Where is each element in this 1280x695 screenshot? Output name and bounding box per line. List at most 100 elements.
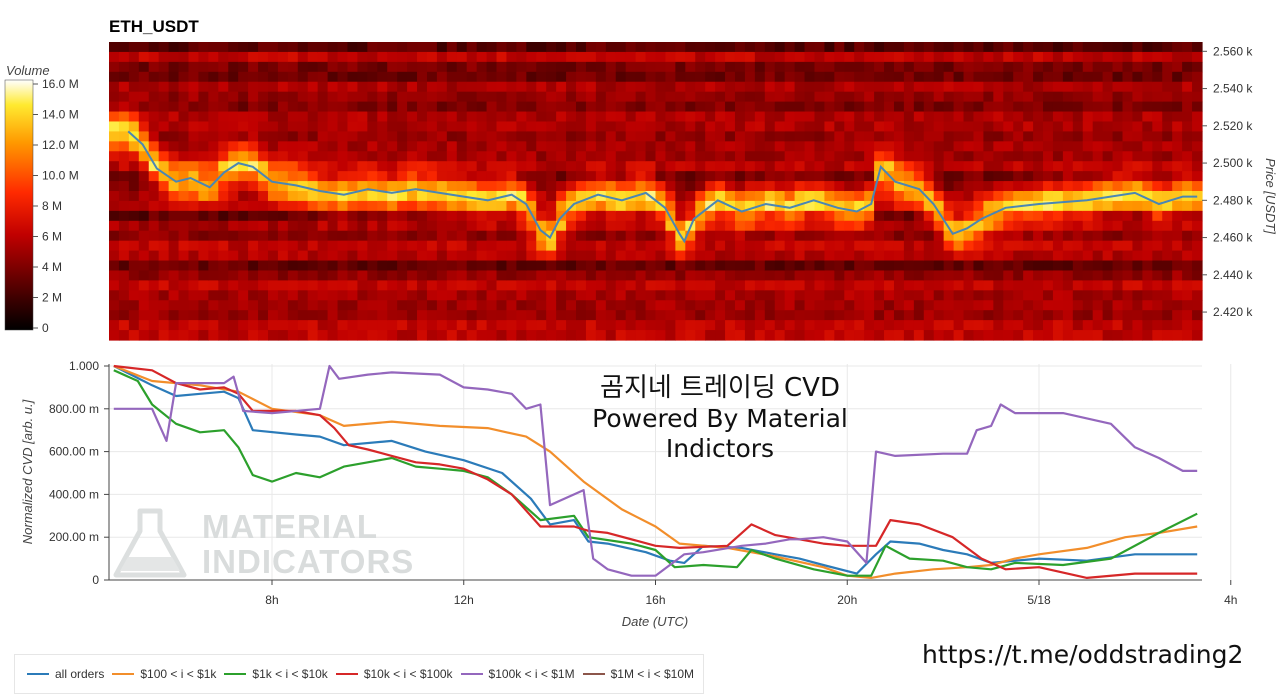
- heatmap-cell: [307, 171, 319, 182]
- heatmap-cell: [834, 320, 845, 331]
- heatmap-cell: [367, 290, 378, 301]
- heatmap-cell: [1092, 240, 1104, 252]
- heatmap-cell: [705, 101, 716, 113]
- heatmap-cell: [138, 151, 150, 162]
- heatmap-cell: [426, 280, 438, 291]
- heatmap-cell: [476, 280, 488, 291]
- heatmap-cell: [864, 131, 875, 142]
- heatmap-cell: [476, 230, 488, 242]
- legend-item[interactable]: all orders: [27, 667, 104, 681]
- heatmap-cell: [506, 131, 517, 142]
- heatmap-cell: [1043, 191, 1054, 202]
- heatmap-cell: [327, 220, 339, 232]
- heatmap-cell: [367, 200, 378, 212]
- heatmap-cell: [585, 210, 597, 222]
- heatmap-cell: [277, 191, 289, 202]
- heatmap-cell: [1142, 91, 1153, 103]
- heatmap-cell: [307, 280, 319, 291]
- heatmap-cell: [1013, 300, 1024, 311]
- heatmap-cell: [764, 280, 776, 291]
- heatmap-cell: [178, 310, 190, 321]
- heatmap-cell: [556, 161, 567, 172]
- heatmap-cell: [1092, 220, 1104, 232]
- heatmap-cell: [218, 250, 229, 262]
- heatmap-cell: [576, 290, 587, 301]
- heatmap-cell: [277, 330, 289, 341]
- heatmap-cell: [893, 290, 905, 301]
- heatmap-cell: [417, 230, 428, 242]
- heatmap-cell: [595, 71, 607, 83]
- heatmap-cell: [367, 280, 378, 291]
- heatmap-cell: [1102, 61, 1114, 73]
- heatmap-cell: [804, 300, 816, 311]
- heatmap-cell: [943, 260, 955, 272]
- legend-item[interactable]: $1M < i < $10M: [582, 667, 694, 681]
- heatmap-cell: [734, 171, 746, 182]
- heatmap-cell: [148, 320, 160, 331]
- heatmap-cell: [1102, 42, 1114, 53]
- heatmap-cell: [973, 220, 984, 232]
- heatmap-cell: [506, 61, 517, 73]
- heatmap-cell: [1132, 191, 1143, 202]
- heatmap-cell: [675, 240, 686, 252]
- heatmap-cell: [397, 51, 408, 63]
- heatmap-cell: [893, 61, 905, 73]
- heatmap-cell: [208, 191, 219, 202]
- heatmap-cell: [725, 181, 736, 192]
- heatmap-cell: [347, 81, 359, 93]
- heatmap-cell: [436, 210, 448, 222]
- legend-item[interactable]: $10k < i < $100k: [335, 667, 453, 681]
- heatmap-cell: [486, 51, 498, 63]
- heatmap-cell: [128, 310, 140, 321]
- heatmap-cell: [953, 230, 965, 242]
- heatmap-cell: [655, 91, 667, 103]
- heatmap-cell: [635, 200, 647, 212]
- heatmap-cell: [913, 151, 925, 162]
- heatmap-cell: [824, 51, 835, 63]
- heatmap-cell: [1013, 210, 1024, 222]
- heatmap-cell: [963, 141, 975, 152]
- heatmap-cell: [854, 240, 865, 252]
- heatmap-cell: [893, 240, 905, 252]
- heatmap-cell: [744, 200, 756, 212]
- heatmap-cell: [744, 91, 756, 103]
- heatmap-cell: [307, 161, 319, 172]
- legend-item[interactable]: $100k < i < $1M: [460, 667, 575, 681]
- heatmap-cell: [218, 121, 229, 132]
- heatmap-cell: [576, 330, 587, 341]
- heatmap-cell: [1033, 270, 1044, 281]
- heatmap-cell: [466, 151, 478, 162]
- legend-item[interactable]: $100 < i < $1k: [112, 667, 216, 681]
- heatmap-cell: [834, 161, 845, 172]
- heatmap-cell: [158, 240, 170, 252]
- heatmap-cell: [665, 191, 676, 202]
- heatmap-cell: [1082, 42, 1094, 53]
- heatmap-cell: [208, 141, 219, 152]
- heatmap-cell: [426, 131, 438, 142]
- heatmap-cell: [794, 290, 806, 301]
- heatmap-cell: [814, 200, 826, 212]
- heatmap-cell: [1152, 111, 1163, 123]
- heatmap-cell: [1013, 290, 1024, 301]
- heatmap-cell: [436, 260, 448, 272]
- heatmap-cell: [138, 51, 150, 63]
- heatmap-cell: [1172, 200, 1183, 212]
- telegram-link[interactable]: https://t.me/oddstrading2: [922, 640, 1244, 669]
- heatmap-cell: [327, 200, 339, 212]
- heatmap-cell: [764, 42, 776, 53]
- heatmap-cell: [178, 141, 190, 152]
- heatmap-cell: [238, 161, 249, 172]
- heatmap-cell: [397, 121, 408, 132]
- heatmap-cell: [695, 191, 706, 202]
- heatmap-cell: [943, 250, 955, 262]
- heatmap-cell: [1013, 121, 1024, 132]
- heatmap-cell: [327, 171, 339, 182]
- heatmap-cell: [1033, 151, 1044, 162]
- heatmap-cell: [655, 260, 667, 272]
- legend-item[interactable]: $1k < i < $10k: [224, 667, 328, 681]
- heatmap-cell: [1192, 240, 1203, 252]
- heatmap-cell: [327, 250, 339, 262]
- heatmap-cell: [128, 191, 140, 202]
- heatmap-cell: [1072, 270, 1084, 281]
- heatmap-cell: [655, 61, 667, 73]
